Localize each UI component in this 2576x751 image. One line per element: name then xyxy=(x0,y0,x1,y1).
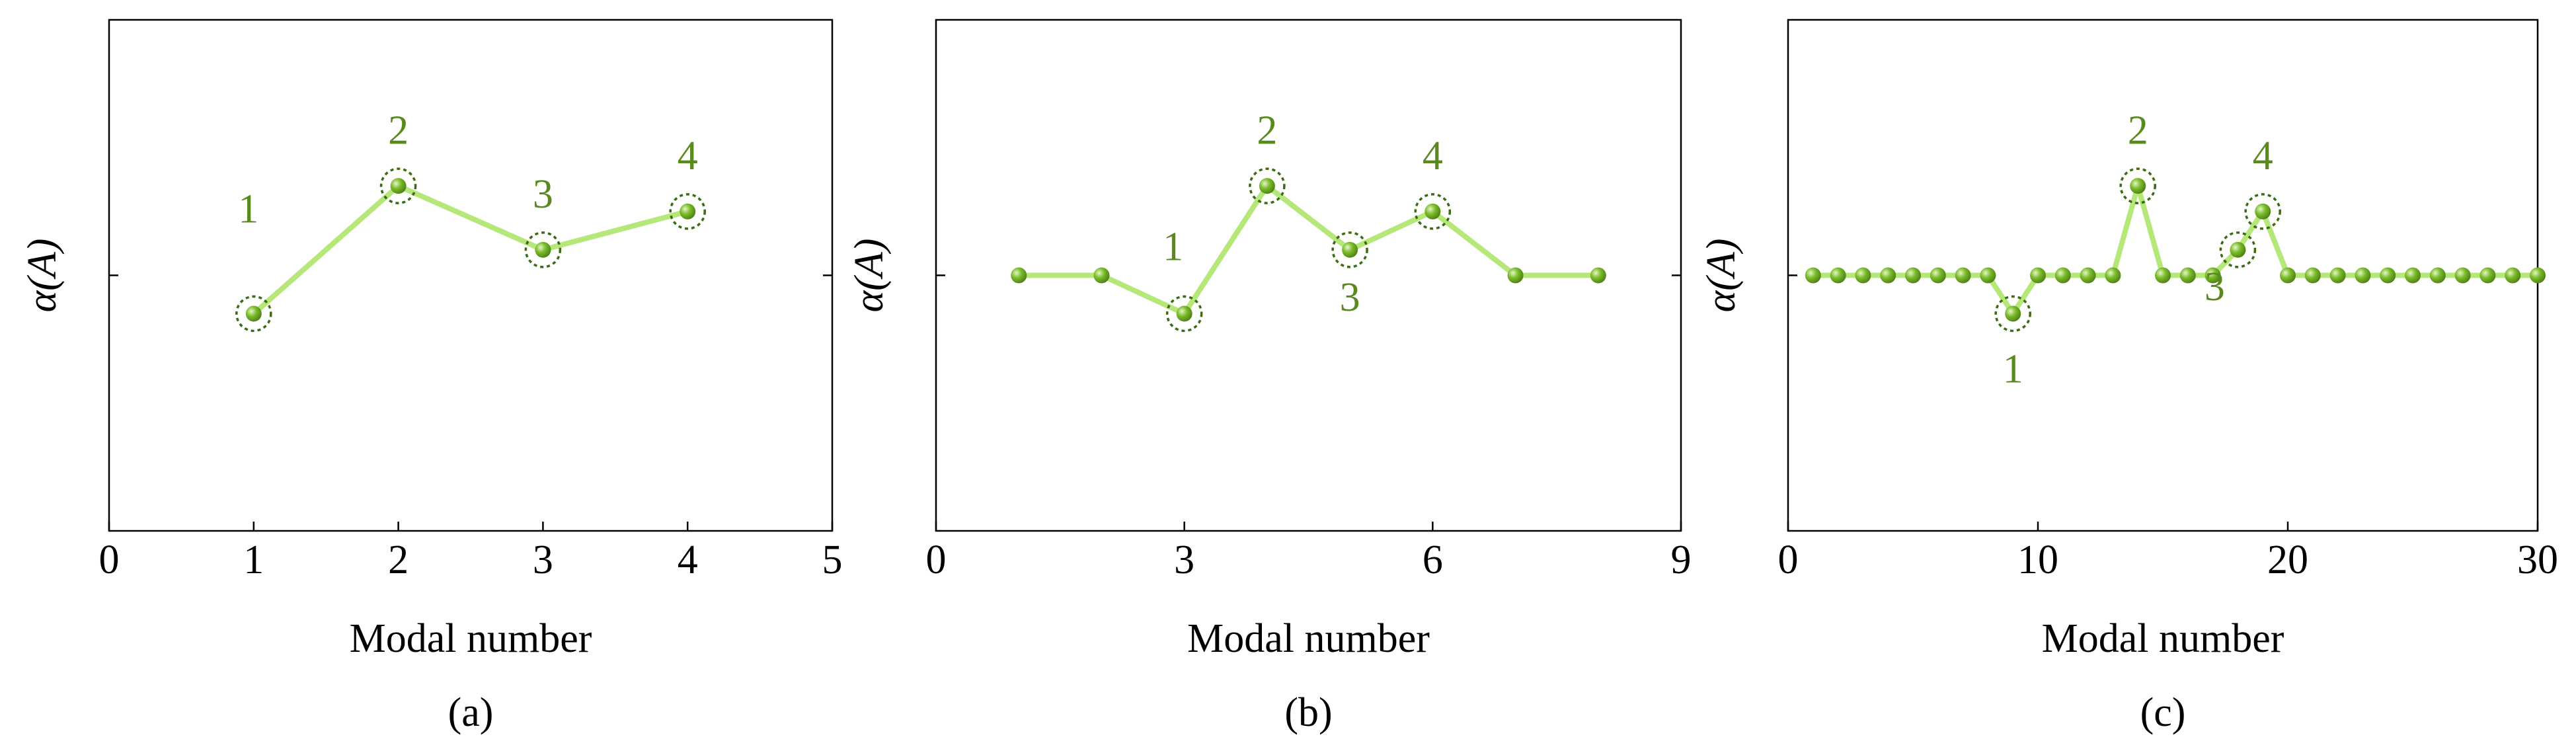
highlight-ring xyxy=(2244,193,2281,230)
y-axis-label: α(A) xyxy=(847,239,892,313)
x-tick-label: 10 xyxy=(2017,537,2058,582)
data-point xyxy=(1880,267,1896,284)
x-tick-label: 3 xyxy=(533,537,553,582)
x-axis-label: Modal number xyxy=(1187,616,1430,661)
data-point xyxy=(2304,267,2321,284)
data-point xyxy=(2030,267,2046,284)
highlight-ring xyxy=(669,193,706,230)
data-point xyxy=(1955,267,1971,284)
highlight-label: 2 xyxy=(2128,108,2148,153)
data-point xyxy=(2155,267,2171,284)
y-axis-label: α(A) xyxy=(20,239,65,313)
data-point xyxy=(1930,267,1946,284)
data-point xyxy=(1011,267,1027,284)
highlight-label: 4 xyxy=(1423,134,1443,178)
x-tick-label: 20 xyxy=(2267,537,2308,582)
data-point xyxy=(2179,267,2196,284)
data-point xyxy=(245,305,262,322)
highlight-ring xyxy=(1165,295,1203,333)
caption: (a) xyxy=(448,690,494,735)
data-point xyxy=(1980,267,1996,284)
x-tick-label: 5 xyxy=(822,537,843,582)
data-point xyxy=(1176,305,1192,322)
x-tick-label: 0 xyxy=(926,537,947,582)
highlight-label: 3 xyxy=(2205,264,2225,309)
highlight-ring xyxy=(235,295,272,333)
data-point xyxy=(2205,267,2221,284)
highlight-ring xyxy=(1249,167,1286,204)
highlight-label: 3 xyxy=(1340,275,1360,320)
x-tick-label: 1 xyxy=(243,537,264,582)
highlight-ring xyxy=(2219,231,2257,268)
x-axis-label: Modal number xyxy=(350,616,592,661)
data-point xyxy=(2530,267,2546,284)
data-point xyxy=(1830,267,1846,284)
data-point xyxy=(1590,267,1606,284)
data-point xyxy=(2230,241,2246,258)
y-axis-label: α(A) xyxy=(1699,239,1744,313)
caption: (b) xyxy=(1284,690,1332,735)
data-line xyxy=(1813,183,2538,317)
x-axis-label: Modal number xyxy=(2042,616,2284,661)
data-point xyxy=(1507,267,1524,284)
x-tick-label: 4 xyxy=(678,537,698,582)
highlight-label: 1 xyxy=(238,187,258,232)
highlight-ring xyxy=(2119,167,2156,204)
data-point xyxy=(2355,267,2371,284)
data-point xyxy=(2405,267,2421,284)
data-point xyxy=(1425,203,1441,219)
x-tick-label: 6 xyxy=(1423,537,1443,582)
data-point xyxy=(2329,267,2346,284)
data-point xyxy=(2380,267,2396,284)
data-point xyxy=(2105,267,2121,284)
data-point xyxy=(2130,178,2146,194)
data-point xyxy=(2505,267,2521,284)
highlight-label: 2 xyxy=(388,108,409,153)
data-point xyxy=(2454,267,2471,284)
highlight-ring xyxy=(379,167,417,204)
data-point xyxy=(2255,203,2271,219)
highlight-label: 1 xyxy=(2003,347,2023,392)
highlight-label: 4 xyxy=(678,134,698,178)
data-point xyxy=(1342,241,1358,258)
data-point xyxy=(2280,267,2296,284)
data-point xyxy=(2005,305,2021,322)
data-point xyxy=(1855,267,1871,284)
data-point xyxy=(390,178,407,194)
data-point xyxy=(2479,267,2496,284)
highlight-ring xyxy=(1331,231,1368,268)
data-point xyxy=(2054,267,2071,284)
caption: (c) xyxy=(2140,690,2186,735)
data-point xyxy=(2080,267,2096,284)
x-tick-label: 30 xyxy=(2517,537,2558,582)
plot-frame xyxy=(108,19,834,532)
data-point xyxy=(1905,267,1921,284)
data-point xyxy=(680,203,696,219)
data-point xyxy=(1093,267,1110,284)
x-tick-label: 3 xyxy=(1174,537,1194,582)
highlight-label: 2 xyxy=(1257,108,1277,153)
data-point xyxy=(535,241,551,258)
x-tick-label: 0 xyxy=(99,537,120,582)
data-point xyxy=(1259,178,1275,194)
highlight-ring xyxy=(1994,295,2031,333)
highlight-label: 4 xyxy=(2253,134,2273,178)
highlight-ring xyxy=(1414,193,1452,230)
data-line xyxy=(1019,183,1598,317)
data-point xyxy=(1805,267,1821,284)
highlight-label: 3 xyxy=(533,172,553,217)
data-point xyxy=(2429,267,2446,284)
x-tick-label: 2 xyxy=(388,537,409,582)
data-line xyxy=(252,183,689,316)
x-tick-label: 9 xyxy=(1671,537,1692,582)
highlight-ring xyxy=(524,231,562,268)
highlight-label: 1 xyxy=(1163,225,1183,270)
x-tick-label: 0 xyxy=(1778,537,1799,582)
